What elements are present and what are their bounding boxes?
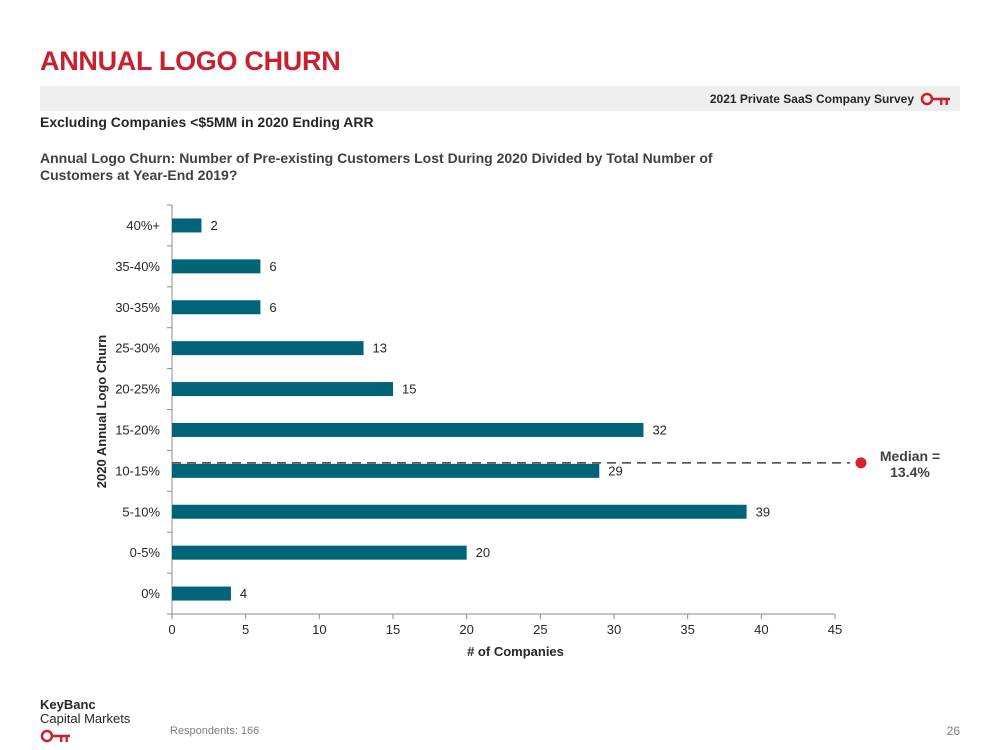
y-tick-label: 35-40% — [115, 259, 160, 274]
x-tick-label: 15 — [386, 622, 400, 637]
x-tick-label: 30 — [607, 622, 621, 637]
data-label: 2 — [210, 218, 217, 233]
y-tick-label: 0% — [141, 586, 160, 601]
bar — [172, 300, 261, 315]
subtitle: Excluding Companies <$5MM in 2020 Ending… — [40, 114, 374, 130]
y-tick-label: 5-10% — [122, 504, 160, 519]
survey-label: 2021 Private SaaS Company Survey — [709, 92, 914, 106]
median-marker — [855, 457, 867, 469]
bar — [172, 586, 231, 601]
x-tick-label: 40 — [754, 622, 768, 637]
page-number: 26 — [946, 724, 960, 738]
x-tick-label: 35 — [680, 622, 694, 637]
y-tick-label: 0-5% — [130, 545, 161, 560]
median-value: 13.4% — [890, 464, 930, 480]
data-label: 6 — [269, 300, 276, 315]
data-label: 4 — [240, 586, 247, 601]
y-tick-label: 40%+ — [126, 218, 160, 233]
data-label: 39 — [756, 504, 770, 519]
bar — [172, 259, 261, 274]
respondents-note: Respondents: 166 — [170, 725, 260, 737]
x-tick-label: 0 — [168, 622, 175, 637]
chart-question: Annual Logo Churn: Number of Pre-existin… — [40, 150, 713, 183]
data-label: 32 — [652, 422, 666, 437]
bar — [172, 545, 467, 560]
bar — [172, 382, 393, 397]
x-tick-label: 10 — [312, 622, 326, 637]
x-axis-title: # of Companies — [467, 644, 564, 659]
survey-banner: 2021 Private SaaS Company Survey — [40, 86, 960, 111]
x-tick-label: 25 — [533, 622, 547, 637]
x-tick-label: 5 — [242, 622, 249, 637]
page-title: ANNUAL LOGO CHURN — [40, 46, 341, 76]
bar — [172, 463, 600, 478]
y-tick-label: 25-30% — [115, 341, 160, 356]
brand-subtitle: Capital Markets — [40, 711, 131, 726]
x-tick-label: 45 — [828, 622, 842, 637]
brand-name: KeyBanc — [40, 697, 96, 712]
x-tick-label: 20 — [459, 622, 473, 637]
median-annotation: Median = 13.4% — [860, 448, 960, 480]
y-tick-label: 20-25% — [115, 382, 160, 397]
bar — [172, 341, 364, 356]
data-label: 29 — [608, 463, 622, 478]
data-label: 6 — [269, 259, 276, 274]
data-label: 15 — [402, 382, 416, 397]
data-label: 13 — [373, 341, 387, 356]
bar — [172, 218, 202, 233]
median-label: Median = — [879, 448, 941, 464]
y-tick-label: 30-35% — [115, 300, 160, 315]
brand-logo: KeyBanc Capital Markets — [40, 697, 130, 744]
bar — [172, 504, 747, 519]
y-tick-label: 15-20% — [115, 422, 160, 437]
data-label: 20 — [476, 545, 490, 560]
key-logo-icon — [40, 729, 70, 743]
bar — [172, 422, 644, 437]
y-tick-label: 10-15% — [115, 463, 160, 478]
y-axis-title: 2020 Annual Logo Churn — [94, 335, 109, 488]
key-logo-icon — [920, 92, 950, 106]
